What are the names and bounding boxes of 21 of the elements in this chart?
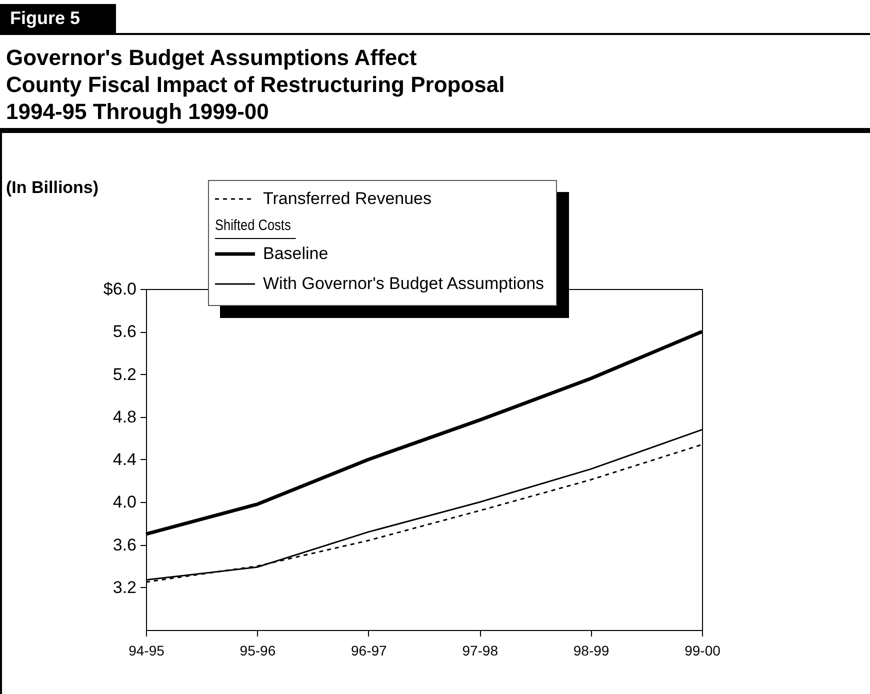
x-tick-label: 98-99 (573, 642, 610, 658)
y-tick-label: 3.6 (112, 535, 136, 554)
y-tick-label: 5.6 (112, 322, 136, 342)
y-tick-label: 3.2 (112, 578, 136, 597)
chart-title: Governor's Budget Assumptions Affect County Fiscal Impact of Restructuring Proposal 1994-95 Through 1999-00 (6, 44, 505, 125)
x-tick-label: 94-95 (128, 642, 165, 658)
caption: Figure 5 (0, 4, 116, 33)
y-tick-label: 4.4 (112, 450, 136, 469)
y-tick-label: 4.0 (112, 492, 136, 512)
y-tick-label: 5.2 (112, 364, 136, 384)
legend-label: With Governor's Budget Assumptions (263, 274, 544, 294)
y-axis-title: (In Billions) (6, 178, 99, 198)
x-tick-label: 99-00 (684, 642, 721, 658)
x-tick-label: 97-98 (462, 642, 498, 658)
y-tick-label: 4.8 (112, 407, 136, 426)
y-tick-label: $6.0 (103, 280, 136, 298)
legend-label: Baseline (263, 244, 328, 264)
x-tick-label: 96-97 (350, 642, 388, 658)
legend-title: Shifted Costs (215, 214, 296, 239)
x-tick-label: 95-96 (240, 642, 276, 658)
legend-label: Transferred Revenues (263, 189, 432, 209)
